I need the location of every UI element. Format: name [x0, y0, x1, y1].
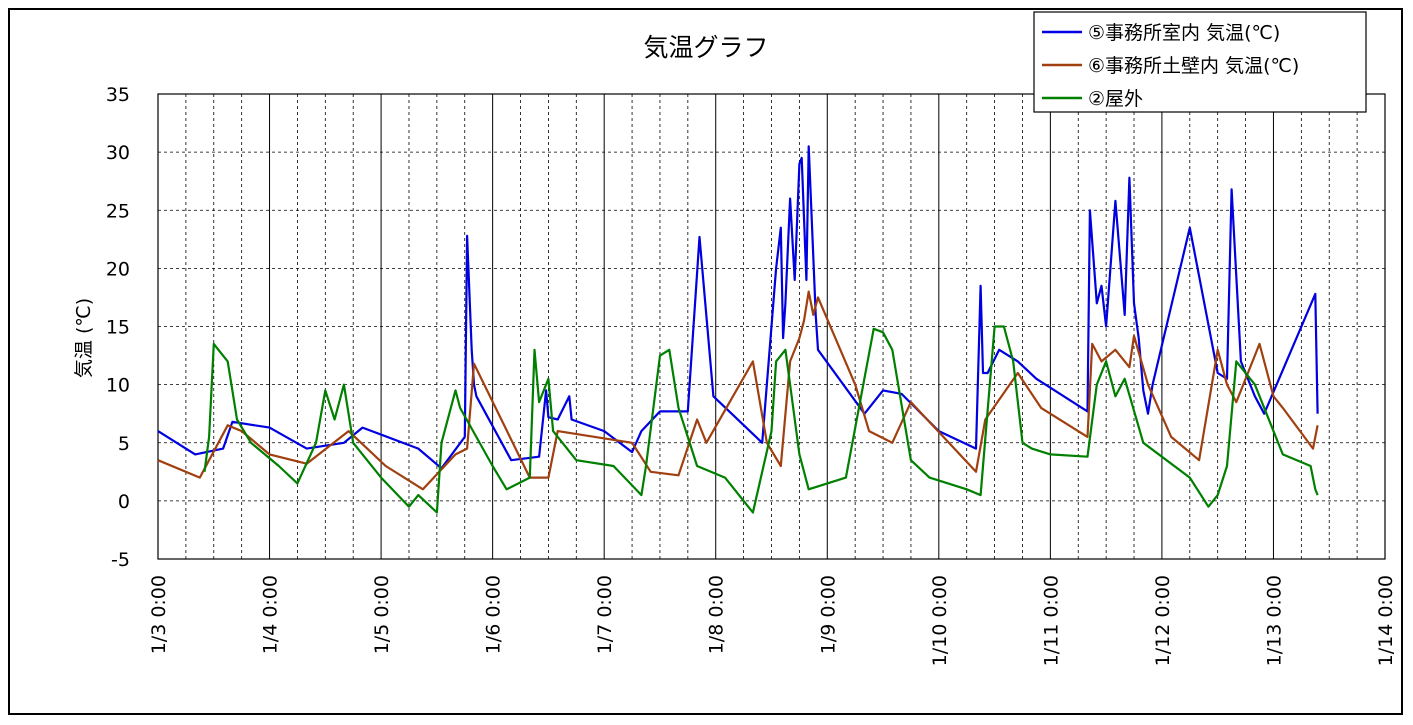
x-tick-label: 1/9 0:00	[817, 575, 839, 654]
x-tick-label: 1/8 0:00	[706, 575, 728, 654]
y-tick-label: 5	[118, 433, 130, 455]
y-tick-label: 25	[106, 200, 130, 222]
x-tick-label: 1/13 0:00	[1263, 575, 1285, 666]
x-tick-label: 1/10 0:00	[929, 575, 951, 666]
y-tick-label: -5	[111, 549, 130, 571]
x-axis-ticks: 1/3 0:00 1/4 0:00 1/5 0:00 1/6 0:00 1/7 0:00…	[148, 575, 1397, 666]
y-tick-label: 0	[118, 491, 130, 513]
series-line-3	[203, 325, 1319, 514]
y-tick-label: 10	[106, 375, 130, 397]
x-tick-label: 1/11 0:00	[1040, 575, 1062, 666]
x-tick-label: 1/6 0:00	[483, 575, 505, 654]
x-tick-label: 1/3 0:00	[148, 575, 170, 654]
x-tick-label: 1/4 0:00	[260, 575, 282, 654]
chart-frame	[8, 8, 1403, 715]
series-line-1	[157, 145, 1319, 470]
y-tick-label: 35	[106, 84, 130, 106]
x-tick-label: 1/12 0:00	[1152, 575, 1174, 666]
legend-items: ⑤事務所室内 気温(℃) ⑥事務所土壁内 気温(℃) ②屋外	[1042, 22, 1299, 110]
y-tick-label: 20	[106, 258, 130, 280]
chart-title: 気温グラフ	[643, 33, 768, 62]
x-tick-label: 1/14 0:00	[1375, 575, 1397, 666]
series-line-2	[157, 290, 1319, 491]
x-tick-label: 1/7 0:00	[594, 575, 616, 654]
legend-entry: ②屋外	[1088, 88, 1143, 110]
y-axis-label: 気温 (℃)	[73, 298, 95, 378]
legend-entry: ⑤事務所室内 気温(℃)	[1088, 22, 1280, 44]
y-tick-label: 30	[106, 142, 130, 164]
plot-area	[157, 93, 1386, 560]
y-tick-label: 15	[106, 317, 130, 339]
legend-entry: ⑥事務所土壁内 気温(℃)	[1088, 55, 1299, 77]
legend: ⑤事務所室内 気温(℃) ⑥事務所土壁内 気温(℃) ②屋外	[1033, 11, 1367, 113]
legend-box	[1033, 11, 1367, 113]
x-tick-label: 1/5 0:00	[371, 575, 393, 654]
series-layer	[157, 145, 1319, 514]
y-axis-ticks: -5 0 5 10 15 20 25 30 35	[106, 84, 130, 571]
